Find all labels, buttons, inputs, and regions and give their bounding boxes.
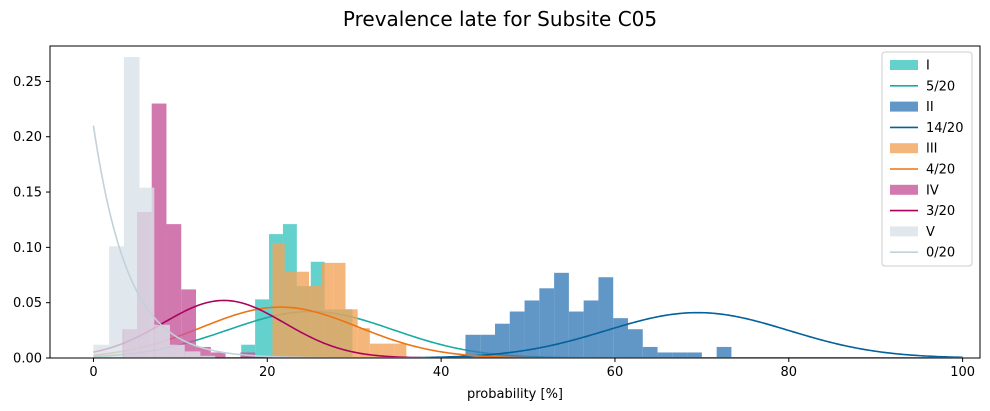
bar-iv-5 bbox=[196, 346, 211, 358]
legend-item-i: I bbox=[890, 59, 930, 74]
bar-iii-10 bbox=[394, 343, 407, 358]
legend-item-iv: IV bbox=[890, 183, 939, 198]
histogram-ii bbox=[465, 272, 732, 358]
legend-item-v: V bbox=[890, 225, 935, 240]
y-tick-label: 0.15 bbox=[13, 186, 42, 201]
histogram-iii bbox=[272, 242, 407, 358]
bar-iii-5 bbox=[333, 262, 346, 358]
bar-v-2 bbox=[123, 57, 140, 358]
bar-v-0 bbox=[93, 344, 110, 358]
bar-ii-15 bbox=[687, 352, 702, 358]
legend-label: II bbox=[926, 100, 934, 115]
bar-iv-6 bbox=[210, 352, 226, 358]
bar-iii-4 bbox=[321, 262, 334, 358]
y-axis: 0.00 0.05 0.10 0.15 0.20 0.25 bbox=[13, 75, 50, 367]
legend-label: 0/20 bbox=[926, 246, 955, 261]
bar-v-6 bbox=[184, 351, 201, 358]
curve-0-20 bbox=[92, 125, 963, 358]
legend-label: 5/20 bbox=[926, 79, 955, 94]
plot-area bbox=[49, 45, 981, 359]
bar-ii-4 bbox=[524, 300, 540, 358]
x-tick-label: 0 bbox=[89, 365, 97, 380]
bar-v-7 bbox=[200, 355, 216, 358]
bar-iii-1 bbox=[284, 271, 297, 358]
bar-ii-0 bbox=[465, 334, 481, 358]
x-axis-label: probability [%] bbox=[467, 387, 563, 402]
x-tick-label: 40 bbox=[433, 365, 450, 380]
legend-label: 4/20 bbox=[926, 163, 955, 178]
bar-ii-5 bbox=[539, 288, 555, 358]
bar-iii-0 bbox=[272, 242, 285, 358]
legend-swatch bbox=[890, 60, 918, 70]
bar-i-1 bbox=[255, 299, 270, 358]
bar-ii-2 bbox=[495, 323, 510, 358]
bar-iii-3 bbox=[309, 286, 322, 358]
legend-label: 14/20 bbox=[926, 121, 963, 136]
bar-iv-3 bbox=[166, 224, 182, 358]
legend-label: III bbox=[926, 142, 938, 157]
legend-item-ii: II bbox=[890, 100, 934, 115]
y-tick-label: 0.00 bbox=[13, 352, 42, 367]
legend-swatch bbox=[890, 101, 918, 112]
bar-ii-12 bbox=[642, 346, 658, 358]
legend-item-0-20: 0/20 bbox=[890, 246, 955, 261]
y-tick-label: 0.25 bbox=[13, 75, 42, 90]
y-tick-label: 0.10 bbox=[13, 241, 42, 256]
plot-content bbox=[92, 57, 963, 358]
bar-ii-11 bbox=[627, 329, 643, 358]
curve-14-20 bbox=[93, 311, 963, 358]
legend: I 5/20 II 14/20 III 4/20 IV 3/20 V 0/20 bbox=[881, 51, 973, 267]
bar-ii-3 bbox=[509, 311, 525, 358]
legend-swatch bbox=[890, 226, 918, 237]
bar-ii-7 bbox=[568, 311, 584, 358]
y-tick-label: 0.20 bbox=[13, 130, 42, 145]
x-tick-label: 80 bbox=[781, 365, 798, 380]
legend-item-3-20: 3/20 bbox=[890, 204, 955, 219]
bar-ii-1 bbox=[480, 334, 496, 358]
x-tick-label: 20 bbox=[259, 365, 276, 380]
legend-item-14-20: 14/20 bbox=[890, 121, 963, 136]
histogram-v bbox=[93, 57, 216, 358]
bar-iii-2 bbox=[296, 271, 310, 358]
legend-item-5-20: 5/20 bbox=[890, 79, 955, 94]
bar-v-5 bbox=[169, 344, 185, 358]
legend-swatch bbox=[890, 143, 918, 154]
bar-v-3 bbox=[139, 187, 155, 358]
bar-ii-14 bbox=[672, 352, 688, 358]
bar-ii-17 bbox=[716, 346, 732, 358]
legend-label: V bbox=[926, 225, 935, 240]
legend-item-4-20: 4/20 bbox=[890, 163, 955, 178]
bar-iv-2 bbox=[151, 103, 167, 358]
bar-iii-6 bbox=[345, 309, 358, 358]
x-tick-label: 100 bbox=[950, 365, 975, 380]
curve-3-20 bbox=[93, 299, 963, 358]
bar-iii-9 bbox=[382, 343, 395, 358]
bar-ii-8 bbox=[583, 300, 599, 358]
bar-v-1 bbox=[109, 246, 124, 358]
bar-ii-9 bbox=[598, 277, 614, 358]
x-axis: 0 20 40 60 80 100 bbox=[89, 358, 975, 380]
chart-title: Prevalence late for Subsite C05 bbox=[343, 7, 657, 31]
legend-label: 3/20 bbox=[926, 204, 955, 219]
bar-v-4 bbox=[154, 324, 170, 358]
bar-ii-6 bbox=[554, 272, 569, 358]
legend-label: I bbox=[926, 59, 930, 74]
legend-label: IV bbox=[926, 183, 939, 198]
plot-frame bbox=[49, 45, 981, 359]
legend-item-iii: III bbox=[890, 142, 938, 157]
x-tick-label: 60 bbox=[607, 365, 624, 380]
legend-swatch bbox=[890, 184, 918, 195]
y-tick-label: 0.05 bbox=[13, 296, 42, 311]
bar-iii-7 bbox=[357, 328, 370, 358]
bar-ii-13 bbox=[657, 352, 673, 358]
